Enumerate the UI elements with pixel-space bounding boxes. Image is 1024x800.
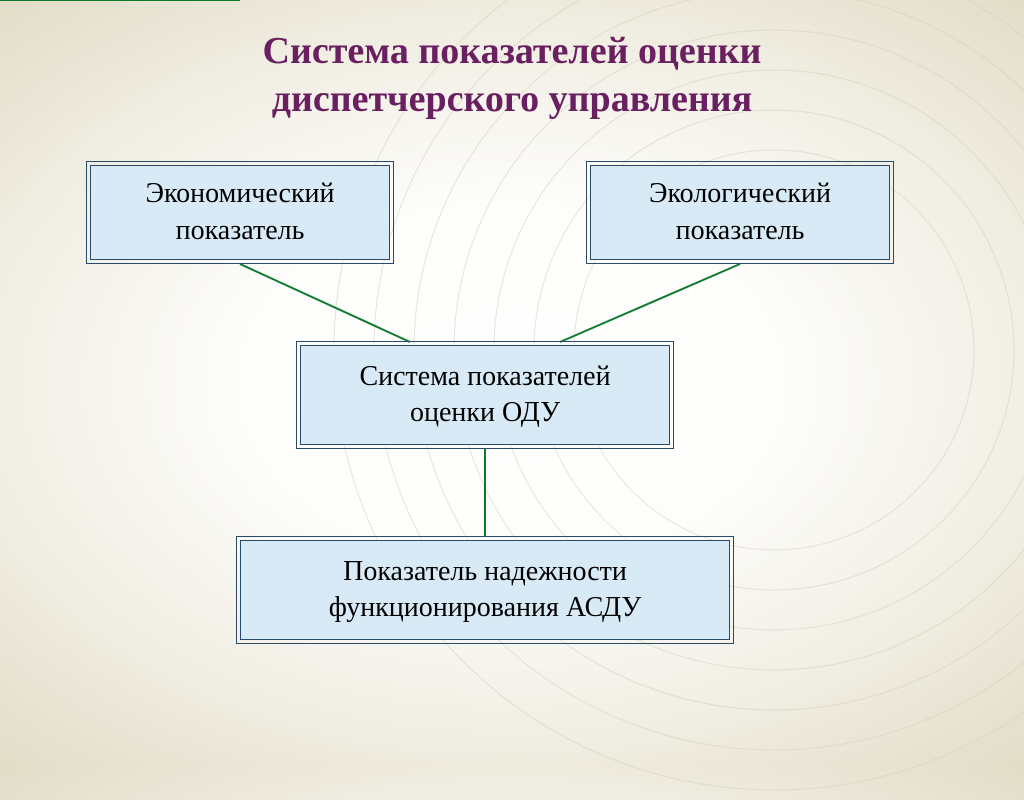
node-bottom-line2: функционирования АСДУ [329, 592, 641, 623]
node-bottom-line1: Показатель надежности [343, 556, 627, 587]
node-economic-line1: Экономический [145, 178, 334, 209]
node-ecological-line2: показатель [676, 215, 805, 246]
node-economic: Экономический показатель [90, 165, 390, 260]
node-ecological: Экологический показатель [590, 165, 890, 260]
edge-ecological-to-center [560, 264, 740, 342]
node-center-line2: оценки ОДУ [410, 397, 560, 428]
node-bottom: Показатель надежности функционирования А… [240, 540, 730, 640]
node-ecological-line1: Экологический [649, 178, 831, 209]
edge-economic-to-center [240, 264, 410, 342]
node-economic-line2: показатель [176, 215, 305, 246]
node-center: Система показателей оценки ОДУ [300, 345, 670, 445]
node-center-line1: Система показателей [359, 361, 610, 392]
diagram-container: Экономический показатель Экологический п… [0, 0, 1024, 767]
